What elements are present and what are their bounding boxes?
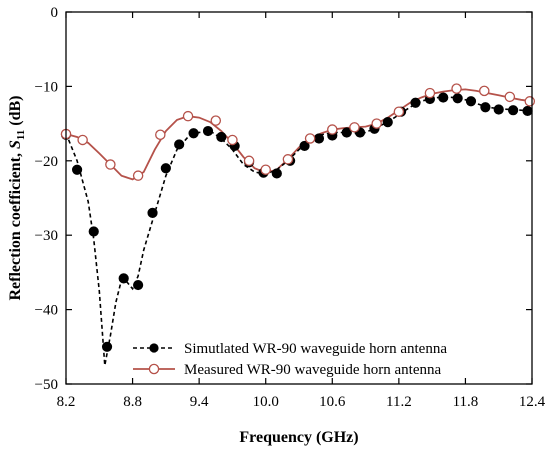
data-point-simulated xyxy=(465,96,477,107)
data-point-simulated xyxy=(160,163,171,174)
data-point-simulated xyxy=(71,164,83,175)
data-point-measured xyxy=(77,134,88,146)
y-axis-title-subscript: 11 xyxy=(15,130,27,140)
data-point-measured xyxy=(524,96,536,107)
data-point-simulated xyxy=(133,279,144,291)
data-point-simulated xyxy=(480,102,491,113)
data-point-simulated xyxy=(216,131,227,143)
legend-label-simulated: Simutlated WR-90 waveguide horn antenna xyxy=(184,341,447,357)
data-point-simulated xyxy=(341,127,352,138)
x-tick-label: 8.8 xyxy=(123,394,142,410)
data-point-simulated xyxy=(382,117,393,128)
series-layer xyxy=(60,83,536,366)
data-point-measured xyxy=(132,170,144,181)
data-point-measured xyxy=(105,159,116,170)
x-tick-label: 12.4 xyxy=(519,394,546,410)
data-point-simulated xyxy=(188,128,199,139)
data-point-simulated xyxy=(299,140,310,152)
y-tick-label: −20 xyxy=(35,154,58,170)
x-tick-label: 10.0 xyxy=(253,394,279,410)
data-point-simulated xyxy=(88,226,99,237)
data-point-measured xyxy=(349,122,360,133)
data-point-measured xyxy=(424,87,436,99)
data-point-simulated xyxy=(493,104,504,115)
y-tick-label: −40 xyxy=(35,303,58,319)
data-point-measured xyxy=(393,106,405,117)
data-point-simulated xyxy=(101,341,113,352)
legend-label-measured: Measured WR-90 waveguide horn antenna xyxy=(184,362,441,378)
data-point-simulated xyxy=(410,97,421,108)
data-point-simulated xyxy=(202,125,214,137)
data-point-simulated xyxy=(271,168,282,179)
x-tick-label: 8.2 xyxy=(57,394,76,410)
y-axis-title-symbol: S xyxy=(7,140,24,149)
data-point-measured xyxy=(327,124,338,135)
data-point-measured xyxy=(304,133,316,144)
y-tick-label: −10 xyxy=(35,79,58,95)
data-point-measured xyxy=(155,129,166,141)
legend: Simutlated WR-90 waveguide horn antenna … xyxy=(133,341,447,378)
y-axis-title: Reflection coefficient, S11 (dB) xyxy=(7,95,27,300)
legend-entry-measured: Measured WR-90 waveguide horn antenna xyxy=(133,362,441,378)
plot-area-frame xyxy=(65,11,533,385)
data-point-measured xyxy=(227,134,238,146)
x-tick-label: 11.2 xyxy=(386,394,412,410)
data-point-measured xyxy=(451,83,462,94)
y-axis-title-main: Reflection coefficient, xyxy=(7,149,24,300)
data-point-measured xyxy=(243,155,255,167)
data-point-simulated xyxy=(118,273,129,284)
y-tick-label: −30 xyxy=(35,228,58,244)
series-line-simulated xyxy=(65,95,533,366)
data-point-measured xyxy=(371,118,382,129)
data-point-measured xyxy=(504,91,516,103)
x-tick-label: 10.6 xyxy=(319,394,346,410)
data-point-simulated xyxy=(508,105,519,116)
data-point-simulated xyxy=(522,105,533,117)
data-point-simulated xyxy=(174,139,185,150)
y-axis-title-unit: (dB) xyxy=(7,95,24,129)
data-point-simulated xyxy=(313,133,325,144)
data-point-measured xyxy=(282,154,294,165)
data-point-measured xyxy=(210,115,222,126)
y-tick-label: −50 xyxy=(35,377,58,393)
data-point-simulated xyxy=(438,92,449,103)
legend-marker-measured xyxy=(148,363,160,375)
legend-marker-simulated xyxy=(149,343,159,353)
data-point-measured xyxy=(479,85,490,97)
data-point-measured xyxy=(260,164,271,175)
series-line-measured xyxy=(65,88,533,181)
data-point-measured xyxy=(182,110,194,122)
data-point-simulated xyxy=(452,93,463,104)
data-point-simulated xyxy=(147,207,158,218)
x-axis-title: Frequency (GHz) xyxy=(239,429,358,446)
x-tick-label: 11.8 xyxy=(453,394,479,410)
legend-entry-simulated: Simutlated WR-90 waveguide horn antenna xyxy=(133,341,447,357)
y-tick-label: 0 xyxy=(51,5,59,21)
axis-ticks: 8.2 8.8 9.4 10.0 10.6 11.2 11.8 12.4 0 −10 −20 −30 −… xyxy=(35,5,546,410)
x-tick-label: 9.4 xyxy=(190,394,209,410)
